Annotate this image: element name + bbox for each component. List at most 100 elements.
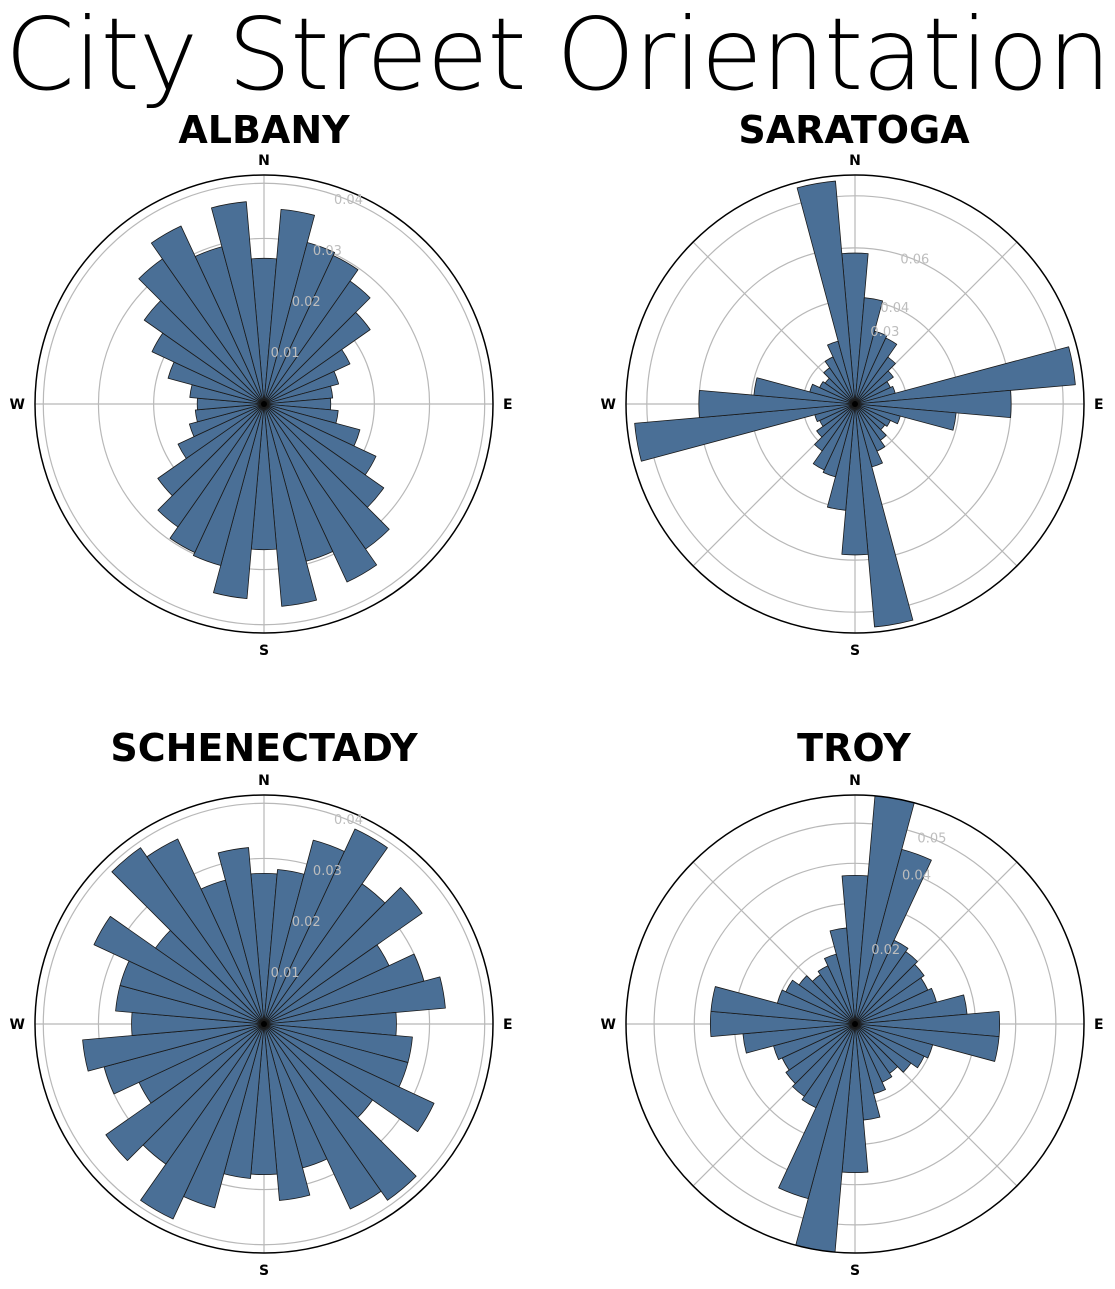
bar-schenectady-120 xyxy=(263,1023,435,1133)
north-label: N xyxy=(849,773,861,789)
bar-troy-290 xyxy=(776,989,856,1025)
bar-troy-310 xyxy=(798,975,856,1025)
east-label: E xyxy=(503,1017,513,1033)
bar-schenectady-80 xyxy=(263,976,446,1025)
bar-albany-150 xyxy=(263,403,378,583)
center-point xyxy=(852,401,858,407)
bar-saratoga-20 xyxy=(854,330,888,405)
bar-saratoga-90 xyxy=(854,389,1012,419)
chart-title-saratoga: SARATOGA xyxy=(738,108,970,152)
outer-circle xyxy=(34,174,494,634)
east-label: E xyxy=(1094,1017,1104,1033)
bar-saratoga-170 xyxy=(854,403,914,628)
bar-saratoga-270 xyxy=(698,389,856,419)
chart-title-schenectady: SCHENECTADY xyxy=(110,726,418,770)
center-point xyxy=(261,401,267,407)
west-label: W xyxy=(10,1017,25,1033)
bar-saratoga-50 xyxy=(854,370,894,405)
bar-schenectady-140 xyxy=(263,1023,417,1201)
bar-schenectady-150 xyxy=(263,1023,382,1210)
north-label: N xyxy=(258,153,270,169)
radial-tick-label: 0.03 xyxy=(313,244,342,259)
bar-saratoga-120 xyxy=(854,403,891,427)
bar-schenectady-300 xyxy=(93,915,265,1025)
radial-tick-label: 0.06 xyxy=(900,253,929,268)
bar-saratoga-180 xyxy=(841,403,869,556)
bar-saratoga-40 xyxy=(854,356,896,405)
bar-schenectady-50 xyxy=(263,887,423,1025)
chart-title-albany: ALBANY xyxy=(178,108,350,152)
bar-schenectady-350 xyxy=(217,847,265,1025)
bar-albany-50 xyxy=(263,311,371,405)
bar-saratoga-200 xyxy=(822,403,856,478)
radial-tick-label: 0.05 xyxy=(917,831,946,846)
bar-albany-80 xyxy=(263,385,334,405)
bar-albany-40 xyxy=(263,280,371,405)
bar-troy-130 xyxy=(854,1023,912,1073)
chart-title-troy: TROY xyxy=(797,726,911,770)
bar-albany-200 xyxy=(192,403,265,566)
bar-troy-20 xyxy=(854,848,932,1025)
polar-chart-troy: 0.02 0.04 0.05 N E S W xyxy=(601,773,1104,1279)
outer-circle xyxy=(34,794,494,1254)
north-label: N xyxy=(849,153,861,169)
bar-troy-40 xyxy=(854,951,918,1025)
bar-albany-210 xyxy=(169,403,265,553)
bar-saratoga-260 xyxy=(634,403,856,462)
radial-tick-label: 0.01 xyxy=(271,346,300,361)
bar-albany-230 xyxy=(157,403,265,497)
south-label: S xyxy=(259,643,269,659)
bar-schenectady-210 xyxy=(140,1023,265,1220)
radial-tick-label: 0.02 xyxy=(292,915,321,930)
radial-tick-label: 0.02 xyxy=(871,943,900,958)
bar-albany-20 xyxy=(263,242,336,405)
radial-tick-label: 0.04 xyxy=(902,869,931,884)
north-label: N xyxy=(258,773,270,789)
bar-troy-50 xyxy=(854,963,925,1025)
radial-tick-label: 0.04 xyxy=(334,813,363,828)
bar-albany-330 xyxy=(150,225,265,405)
bar-troy-230 xyxy=(785,1023,856,1085)
polar-chart-albany: 0.01 0.02 0.03 0.04 N E S W xyxy=(10,153,513,659)
polar-chart-schenectady: 0.01 0.02 0.03 0.04 N E S W xyxy=(10,773,513,1279)
south-label: S xyxy=(259,1263,269,1279)
radial-tick-label: 0.02 xyxy=(292,295,321,310)
bar-schenectady-330 xyxy=(146,838,265,1025)
bar-troy-210 xyxy=(801,1023,856,1109)
bar-troy-350 xyxy=(829,927,856,1025)
bar-albany-30 xyxy=(263,255,359,405)
center-point xyxy=(852,1021,858,1027)
bar-albany-220 xyxy=(157,403,265,528)
bar-albany-240 xyxy=(177,403,265,459)
bar-albany-170 xyxy=(263,403,317,607)
center-point xyxy=(261,1021,267,1027)
south-label: S xyxy=(850,1263,860,1279)
bar-troy-120 xyxy=(854,1023,925,1069)
bar-albany-70 xyxy=(263,370,340,405)
outer-circle xyxy=(625,794,1085,1254)
bar-saratoga-230 xyxy=(816,403,856,438)
bar-troy-110 xyxy=(854,1023,934,1059)
east-label: E xyxy=(1094,397,1104,413)
west-label: W xyxy=(10,397,25,413)
west-label: W xyxy=(601,1017,616,1033)
bar-troy-200 xyxy=(778,1023,856,1200)
bar-schenectady-30 xyxy=(263,828,388,1025)
bar-albany-350 xyxy=(211,201,265,405)
radial-tick-label: 0.04 xyxy=(880,301,909,316)
radial-tick-label: 0.03 xyxy=(870,325,899,340)
bar-albany-260 xyxy=(194,403,265,423)
bar-saratoga-300 xyxy=(819,381,856,405)
east-label: E xyxy=(503,397,513,413)
bar-schenectady-170 xyxy=(263,1023,311,1201)
bar-schenectady-260 xyxy=(82,1023,265,1072)
main-title: City Street Orientation xyxy=(5,0,1111,113)
bar-saratoga-80 xyxy=(854,346,1076,405)
bar-albany-250 xyxy=(188,403,265,438)
west-label: W xyxy=(601,397,616,413)
outer-circle xyxy=(625,174,1085,634)
south-label: S xyxy=(850,643,860,659)
bar-saratoga-30 xyxy=(854,337,898,405)
radial-tick-label: 0.01 xyxy=(271,966,300,981)
